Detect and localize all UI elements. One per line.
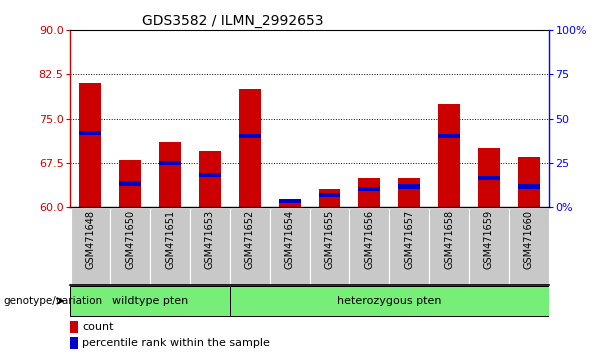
Bar xyxy=(478,148,500,207)
Bar xyxy=(398,178,420,207)
FancyBboxPatch shape xyxy=(190,208,230,285)
Text: GSM471653: GSM471653 xyxy=(205,210,215,269)
Bar xyxy=(239,134,261,138)
Bar xyxy=(120,160,141,207)
FancyBboxPatch shape xyxy=(230,208,270,285)
FancyBboxPatch shape xyxy=(150,208,190,285)
FancyBboxPatch shape xyxy=(349,208,389,285)
Text: genotype/variation: genotype/variation xyxy=(3,296,102,306)
Bar xyxy=(279,199,300,203)
Text: GSM471660: GSM471660 xyxy=(524,210,534,269)
Bar xyxy=(359,178,380,207)
FancyBboxPatch shape xyxy=(70,208,110,285)
Bar xyxy=(159,142,181,207)
Bar xyxy=(319,189,340,207)
Bar xyxy=(199,172,221,177)
Text: percentile rank within the sample: percentile rank within the sample xyxy=(83,338,270,348)
Text: GSM471654: GSM471654 xyxy=(284,210,295,269)
Bar xyxy=(359,187,380,192)
Text: heterozygous pten: heterozygous pten xyxy=(337,296,441,306)
Bar xyxy=(120,181,141,185)
Bar xyxy=(239,89,261,207)
Text: GSM471656: GSM471656 xyxy=(364,210,375,269)
FancyBboxPatch shape xyxy=(70,286,230,316)
FancyBboxPatch shape xyxy=(429,208,469,285)
FancyBboxPatch shape xyxy=(310,208,349,285)
Text: GSM471655: GSM471655 xyxy=(324,210,335,269)
Text: GSM471648: GSM471648 xyxy=(85,210,96,269)
Bar xyxy=(80,83,101,207)
Bar xyxy=(319,193,340,197)
Bar xyxy=(478,176,500,179)
FancyBboxPatch shape xyxy=(469,208,509,285)
Text: GSM471651: GSM471651 xyxy=(165,210,175,269)
FancyBboxPatch shape xyxy=(110,208,150,285)
Bar xyxy=(438,134,460,138)
Bar xyxy=(70,321,78,333)
Bar xyxy=(518,157,539,207)
Bar xyxy=(279,201,300,207)
Text: GSM471658: GSM471658 xyxy=(444,210,454,269)
FancyBboxPatch shape xyxy=(270,208,310,285)
Bar xyxy=(518,184,539,188)
FancyBboxPatch shape xyxy=(230,286,549,316)
Text: count: count xyxy=(83,322,114,332)
Bar xyxy=(70,337,78,349)
Text: GDS3582 / ILMN_2992653: GDS3582 / ILMN_2992653 xyxy=(142,14,324,28)
Bar xyxy=(159,161,181,165)
Text: wildtype pten: wildtype pten xyxy=(112,296,188,306)
Text: GSM471657: GSM471657 xyxy=(404,210,414,269)
FancyBboxPatch shape xyxy=(509,208,549,285)
Bar xyxy=(199,151,221,207)
Bar xyxy=(398,184,420,188)
Bar xyxy=(80,131,101,135)
Text: GSM471652: GSM471652 xyxy=(245,210,255,269)
Text: GSM471659: GSM471659 xyxy=(484,210,494,269)
Bar xyxy=(438,104,460,207)
Text: GSM471650: GSM471650 xyxy=(125,210,135,269)
FancyBboxPatch shape xyxy=(389,208,429,285)
